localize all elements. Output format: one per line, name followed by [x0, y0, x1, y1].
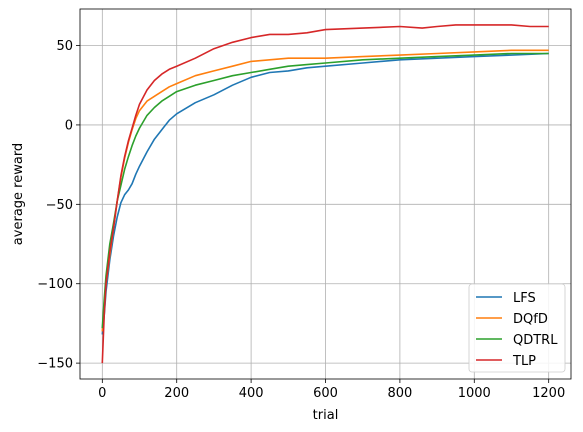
legend-label: DQfD: [513, 312, 548, 327]
series-line-tlp: [101, 24, 549, 364]
legend-box: [468, 283, 566, 373]
x-axis-label: trial: [313, 408, 339, 423]
y-tick-label: −100: [37, 277, 73, 292]
x-tick-label: 1000: [458, 386, 491, 401]
x-tick-label: 1200: [532, 386, 565, 401]
y-tick-label: 0: [65, 118, 73, 133]
y-axis-label: average reward: [11, 143, 26, 245]
legend-label: QDTRL: [513, 333, 558, 348]
legend-label: TLP: [512, 354, 536, 369]
x-tick-label: 0: [98, 386, 106, 401]
y-tick-label: −150: [37, 357, 73, 372]
y-tick-label: −50: [46, 198, 73, 213]
legend: LFS DQfD QDTRL TLP: [468, 283, 566, 373]
grid-lines: [80, 9, 571, 379]
series-line-lfs: [101, 52, 549, 335]
x-tick-label: 600: [313, 386, 338, 401]
x-tick-label: 200: [164, 386, 189, 401]
axis-ticks: 0 200 400 600 800 1000 1200 −150 −100 −50 0 50: [37, 39, 565, 401]
x-tick-label: 800: [387, 386, 412, 401]
x-tick-label: 400: [239, 386, 264, 401]
series-lines: [101, 24, 549, 364]
legend-label: LFS: [513, 291, 536, 306]
y-tick-label: 50: [56, 39, 73, 54]
